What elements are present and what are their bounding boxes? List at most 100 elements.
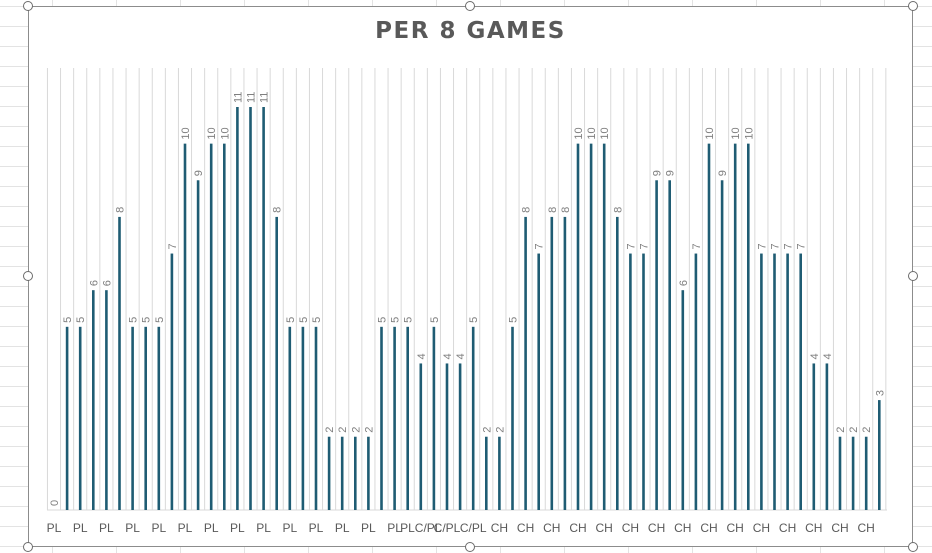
x-tick-label: PL <box>47 521 62 535</box>
bar[interactable] <box>170 253 174 510</box>
data-label: 5 <box>468 317 480 323</box>
bar[interactable] <box>157 326 161 510</box>
bar[interactable] <box>432 326 436 510</box>
resize-handle-bottom-left[interactable] <box>23 542 33 552</box>
bar[interactable] <box>864 436 868 510</box>
bar[interactable] <box>471 326 475 510</box>
data-label: 5 <box>311 317 323 323</box>
bar[interactable] <box>511 326 514 510</box>
data-label: 10 <box>206 127 218 139</box>
bar[interactable] <box>78 326 82 510</box>
resize-handle-middle-right[interactable] <box>908 271 918 281</box>
bar[interactable] <box>380 326 383 510</box>
data-label: 8 <box>612 207 624 213</box>
bar[interactable] <box>878 400 881 510</box>
x-tick-label: C/PL <box>434 521 461 535</box>
bar[interactable] <box>183 143 187 511</box>
bar[interactable] <box>694 253 698 510</box>
data-label: 11 <box>259 92 271 103</box>
bar[interactable] <box>458 363 462 510</box>
data-label: 2 <box>350 427 362 433</box>
resize-handle-bottom-right[interactable] <box>908 542 918 552</box>
data-label: 4 <box>809 353 821 359</box>
bar[interactable] <box>733 143 737 511</box>
bar[interactable] <box>419 363 423 510</box>
bar[interactable] <box>485 436 488 510</box>
bar[interactable] <box>642 253 645 510</box>
bar[interactable] <box>773 253 776 510</box>
bar[interactable] <box>367 436 370 510</box>
chart-area[interactable] <box>28 6 913 547</box>
bar[interactable] <box>655 180 658 511</box>
data-label: 2 <box>835 427 847 433</box>
bar[interactable] <box>236 107 239 510</box>
resize-handle-middle-left[interactable] <box>23 271 33 281</box>
bar[interactable] <box>288 326 292 510</box>
bar[interactable] <box>105 290 108 510</box>
bar[interactable] <box>131 326 134 510</box>
chart-title[interactable]: PER 8 GAMES <box>375 18 566 44</box>
bar[interactable] <box>524 216 527 510</box>
bar[interactable] <box>144 326 147 510</box>
bar[interactable] <box>249 107 252 510</box>
resize-handle-top-center[interactable] <box>465 1 475 11</box>
data-label: 2 <box>337 427 349 433</box>
bar[interactable] <box>616 216 619 510</box>
x-tick-label: PL <box>256 521 271 535</box>
bar[interactable] <box>196 180 200 511</box>
bar[interactable] <box>720 180 724 511</box>
x-tick-label: CH <box>622 521 639 535</box>
bar[interactable] <box>589 143 593 511</box>
data-label: 3 <box>874 390 886 396</box>
data-label: 9 <box>193 170 205 176</box>
bar[interactable] <box>707 143 711 511</box>
x-tick-label: PL <box>230 521 245 535</box>
x-tick-label: CH <box>674 521 691 535</box>
bar[interactable] <box>301 326 305 510</box>
bar[interactable] <box>223 143 226 511</box>
resize-handle-bottom-center[interactable] <box>465 542 475 552</box>
bar[interactable] <box>786 253 789 510</box>
data-label: 9 <box>652 170 664 176</box>
bar[interactable] <box>340 436 344 510</box>
data-label: 7 <box>639 243 651 249</box>
bar[interactable] <box>262 107 265 510</box>
data-label: 9 <box>665 170 677 176</box>
bar[interactable] <box>118 216 121 510</box>
bar[interactable] <box>327 436 331 510</box>
bar[interactable] <box>393 326 396 510</box>
resize-handle-top-right[interactable] <box>908 1 918 11</box>
bar[interactable] <box>851 436 855 510</box>
bar[interactable] <box>799 253 802 510</box>
bar[interactable] <box>760 253 763 510</box>
bar[interactable] <box>406 326 409 510</box>
bar[interactable] <box>838 436 842 510</box>
bar[interactable] <box>747 143 750 511</box>
x-tick-label: PL <box>335 521 350 535</box>
bar[interactable] <box>668 180 671 511</box>
bar[interactable] <box>563 216 567 510</box>
bar[interactable] <box>498 436 501 510</box>
bar[interactable] <box>314 326 318 510</box>
x-tick-label: CH <box>543 521 560 535</box>
data-label: 10 <box>730 127 742 139</box>
bar[interactable] <box>537 253 540 510</box>
bar[interactable] <box>209 143 213 511</box>
bar[interactable] <box>550 216 554 510</box>
bar[interactable] <box>629 253 632 510</box>
bar[interactable] <box>681 290 685 510</box>
bar[interactable] <box>445 363 449 510</box>
bar[interactable] <box>275 216 278 510</box>
data-label: 6 <box>88 280 100 286</box>
bar[interactable] <box>92 290 95 510</box>
bar[interactable] <box>825 363 829 510</box>
bar[interactable] <box>354 436 357 510</box>
bar[interactable] <box>602 143 606 511</box>
bar[interactable] <box>65 326 69 510</box>
x-tick-label: PL <box>361 521 376 535</box>
resize-handle-top-left[interactable] <box>23 1 33 11</box>
data-label: 5 <box>377 317 389 323</box>
bar[interactable] <box>576 143 580 511</box>
x-tick-label: PL <box>178 521 193 535</box>
bar[interactable] <box>812 363 816 510</box>
